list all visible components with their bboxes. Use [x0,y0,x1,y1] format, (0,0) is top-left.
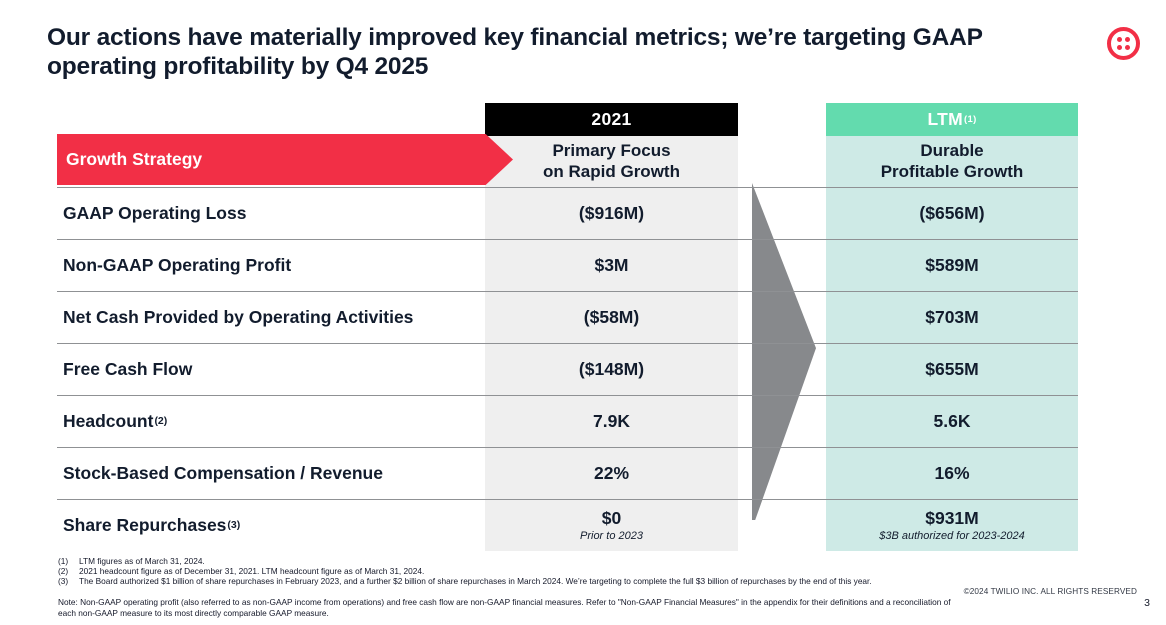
logo-dot [1124,44,1131,51]
table-row: Share Repurchases (3) $0 Prior to 2023 $93… [57,499,1078,551]
growth-strategy-arrow: Growth Strategy [57,134,513,185]
value-text: 7.9K [593,410,630,431]
value-note: $3B authorized for 2023-2024 [879,530,1025,542]
row-separator [57,239,1078,240]
non-gaap-note: Note: Non-GAAP operating profit (also re… [58,597,951,618]
value-text: ($58M) [583,306,640,327]
footnote-number: (1) [58,556,69,566]
row-separator [57,343,1078,344]
table-row: Free Cash Flow ($148M) $655M [57,343,1078,395]
footnote-text: The Board authorized $1 billion of share… [79,576,872,587]
row-label: Non-GAAP Operating Profit [63,239,292,291]
value-2021: ($916M) [485,187,738,239]
logo-dot [1116,36,1123,43]
value-text: ($916M) [578,202,645,223]
row-label-text: Net Cash Provided by Operating Activitie… [63,306,414,327]
column-2021-background [485,187,738,551]
value-2021: 22% [485,447,738,499]
value-text: $589M [925,254,979,275]
footnote: (2) 2021 headcount figure as of December… [58,566,872,576]
footnote-text: LTM figures as of March 31, 2024. [79,556,205,566]
value-text: $931M [925,508,979,528]
row-label: Share Repurchases (3) [63,514,241,535]
table-row: Non-GAAP Operating Profit $3M $589M [57,239,1078,291]
row-label: Net Cash Provided by Operating Activitie… [63,291,414,343]
value-2021: $0 Prior to 2023 [485,499,738,551]
column-subheader-2021: Primary Focus on Rapid Growth [485,136,738,187]
value-text: 22% [593,462,630,483]
row-separator [57,187,1078,188]
row-label-text: Stock-Based Compensation / Revenue [63,462,383,483]
logo-dot [1124,36,1131,43]
row-label: Free Cash Flow [63,343,193,395]
footnote: (3) The Board authorized $1 billion of s… [58,576,872,586]
value-ltm: 5.6K [826,395,1078,447]
row-separator [57,447,1078,448]
table-row: Headcount (2) 7.9K 5.6K [57,395,1078,447]
column-header-2021-label: 2021 [591,109,632,129]
column-ltm-background [826,187,1078,551]
value-text: 16% [934,462,970,483]
value-text: $0 [601,508,622,528]
page-title: Our actions have materially improved key… [47,24,983,81]
column-subheader-ltm: Durable Profitable Growth [826,136,1078,187]
logo-dot [1116,44,1123,51]
value-text: ($148M) [578,358,645,379]
table-row: GAAP Operating Loss ($916M) ($656M) [57,187,1078,239]
row-label-text: Free Cash Flow [63,358,193,379]
row-label: Stock-Based Compensation / Revenue [63,447,384,499]
footnotes: (1) LTM figures as of March 31, 2024. (2… [58,556,872,587]
table-row: Net Cash Provided by Operating Activitie… [57,291,1078,343]
value-2021: 7.9K [485,395,738,447]
value-2021: ($58M) [485,291,738,343]
row-separator [57,395,1078,396]
value-ltm: $703M [826,291,1078,343]
footnote-number: (2) [58,566,69,577]
row-label-text: Non-GAAP Operating Profit [63,254,292,275]
value-ltm: $655M [826,343,1078,395]
row-label: Headcount (2) [63,410,168,431]
value-text: $703M [925,306,979,327]
value-ltm: $931M $3B authorized for 2023-2024 [826,499,1078,551]
column-header-2021: 2021 [485,103,738,136]
copyright-notice: ©2024 TWILIO INC. ALL RIGHTS RESERVED [963,587,1137,596]
value-ltm: ($656M) [826,187,1078,239]
footnote: (1) LTM figures as of March 31, 2024. [58,556,872,566]
value-ltm: $589M [826,239,1078,291]
value-text: ($656M) [919,202,985,223]
page-number: 3 [1144,597,1150,609]
row-separator [57,499,1078,500]
value-ltm: 16% [826,447,1078,499]
footnote-number: (3) [58,576,69,587]
row-label-text: Share Repurchases [63,514,227,535]
column-header-ltm: LTM (1) [826,103,1078,136]
footnote-text: 2021 headcount figure as of December 31,… [79,566,425,577]
growth-strategy-label: Growth Strategy [66,149,203,169]
value-text: 5.6K [933,410,971,431]
value-2021: $3M [485,239,738,291]
row-label-text: Headcount [63,410,154,431]
table-row: Stock-Based Compensation / Revenue 22% 1… [57,447,1078,499]
twilio-logo-icon [1107,27,1140,60]
value-note: Prior to 2023 [580,530,643,542]
row-separator [57,291,1078,292]
value-2021: ($148M) [485,343,738,395]
value-text: $655M [925,358,979,379]
value-text: $3M [594,254,629,275]
twilio-logo-dots [1116,36,1131,51]
row-label: GAAP Operating Loss [63,187,247,239]
row-label-text: GAAP Operating Loss [63,202,247,223]
column-header-ltm-label: LTM [927,109,964,129]
